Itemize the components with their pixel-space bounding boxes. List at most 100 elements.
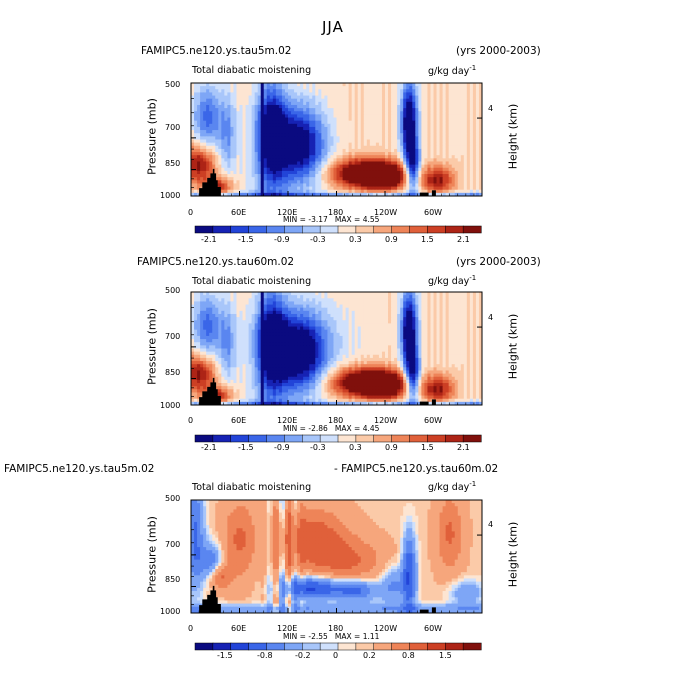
- panel1-cell: [436, 133, 440, 137]
- panel1-cell: [400, 101, 404, 106]
- panel1-cell: [433, 114, 437, 118]
- panel1-cell: [363, 111, 368, 115]
- panel2-cell: [448, 323, 453, 327]
- panel1-cell: [269, 145, 274, 150]
- panel1-cell: [424, 142, 428, 147]
- panel1-cell: [191, 120, 195, 125]
- panel2-cell: [281, 335, 286, 340]
- panel1-cell: [215, 161, 219, 166]
- panel2-cell: [369, 320, 374, 324]
- panel1-cell: [366, 192, 371, 197]
- panel2-cell: [191, 298, 195, 302]
- panel2-cell: [221, 320, 225, 324]
- panel1-cell: [306, 158, 310, 162]
- panel1-cell: [421, 114, 425, 118]
- panel2-cell: [394, 326, 398, 331]
- panel1-cell: [260, 123, 265, 128]
- panel1-cell: [248, 183, 253, 187]
- panel1-cell: [400, 126, 404, 131]
- panel2-cell: [200, 295, 204, 299]
- panel1-cell: [345, 167, 350, 172]
- panel1-cell: [427, 139, 431, 144]
- panel1-cell: [191, 89, 195, 93]
- panel1-cell: [366, 164, 371, 169]
- panel1-cell: [445, 183, 450, 187]
- panel2-cell: [478, 313, 483, 318]
- panel2-cell: [351, 298, 356, 302]
- panel1-cell: [272, 136, 277, 140]
- panel1-cell: [312, 108, 316, 112]
- panel2-cell: [345, 310, 350, 315]
- panel1-cell: [221, 192, 225, 197]
- panel2-cell: [281, 295, 286, 299]
- panel2-cell: [288, 317, 292, 321]
- panel1-cell: [194, 180, 198, 184]
- panel1-cell: [339, 114, 343, 118]
- panel3-xtick-0: 0: [188, 624, 194, 633]
- panel1-cell: [424, 170, 428, 175]
- panel1-cell: [469, 192, 474, 197]
- panel1-cell: [454, 142, 459, 147]
- panel1-cell: [412, 161, 416, 166]
- panel1-cell: [381, 164, 386, 169]
- panel1-cell: [394, 189, 398, 194]
- panel1-cell: [266, 117, 271, 122]
- panel1-cell: [272, 177, 277, 181]
- panel1-cell: [245, 142, 249, 147]
- panel1-cell: [227, 170, 231, 175]
- panel1-cell: [212, 148, 216, 153]
- panel1-cell: [291, 123, 295, 128]
- panel1-cell: [388, 130, 392, 134]
- panel1-cell: [391, 114, 395, 118]
- panel1-cell: [345, 111, 350, 115]
- panel2-cell: [227, 317, 231, 321]
- panel1-cell: [457, 111, 462, 115]
- panel2-cell: [336, 326, 340, 331]
- panel1-cell: [236, 164, 240, 169]
- panel1-cell: [218, 152, 222, 156]
- panel1-cell: [372, 123, 377, 128]
- panel1-cell: [318, 108, 322, 112]
- panel1-cell: [269, 86, 274, 90]
- panel1-cell: [448, 104, 453, 109]
- panel1-cell: [275, 164, 280, 169]
- panel1-cell: [372, 114, 377, 118]
- panel2-cell: [269, 335, 274, 340]
- panel1-cell: [242, 126, 246, 131]
- panel2-cell: [424, 317, 428, 321]
- panel2-cell: [209, 323, 213, 327]
- panel2-cell: [433, 292, 437, 296]
- panel2-cell: [448, 326, 453, 331]
- panel1-cell: [288, 86, 292, 90]
- panel1-cell: [451, 130, 456, 134]
- panel1-cell: [275, 136, 280, 140]
- panel1-cell: [257, 98, 262, 103]
- panel1-cell: [372, 183, 377, 187]
- panel2-cell: [400, 332, 404, 337]
- panel1-cell: [430, 174, 434, 178]
- panel1-cell: [339, 142, 343, 147]
- panel1-cell: [463, 148, 468, 153]
- panel1-cell: [327, 98, 331, 103]
- panel1-cell: [291, 155, 295, 159]
- panel2-cell: [239, 323, 243, 327]
- panel2-cell: [415, 313, 419, 318]
- panel2-cell: [294, 335, 298, 340]
- panel1-cell: [278, 174, 283, 178]
- panel2-cell: [375, 332, 380, 337]
- panel1-cell: [327, 130, 331, 134]
- panel1-cell: [372, 104, 377, 109]
- panel1-cell: [427, 174, 431, 178]
- panel1-cell: [272, 123, 277, 128]
- panel1-cell: [357, 108, 362, 112]
- panel1-cell: [221, 145, 225, 150]
- panel1-cell: [445, 192, 450, 197]
- panel2-cell: [242, 295, 246, 299]
- panel1-cell: [439, 136, 443, 140]
- panel1-cell: [284, 167, 289, 172]
- panel1-cell: [378, 108, 383, 112]
- panel1-cell: [436, 98, 440, 103]
- panel1-cell: [248, 155, 253, 159]
- panel1-cell: [303, 145, 307, 150]
- panel1-cell: [203, 83, 207, 87]
